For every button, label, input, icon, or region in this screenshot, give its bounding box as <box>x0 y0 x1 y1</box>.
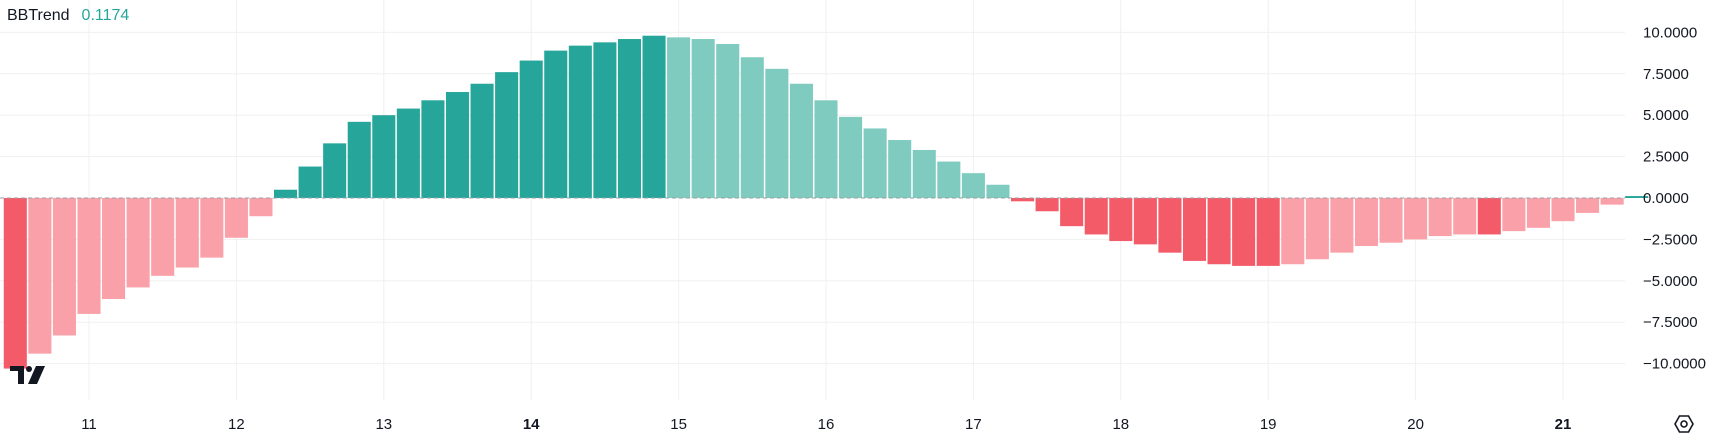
y-tick-label: 7.5000 <box>1643 66 1689 83</box>
x-axis: 11 12 13 14 15 16 17 18 19 20 21 <box>81 416 1571 433</box>
bar <box>1232 198 1256 266</box>
bar <box>789 83 813 198</box>
x-tick-label: 17 <box>965 416 982 433</box>
bar <box>568 45 592 199</box>
y-axis: 10.0000 7.5000 5.0000 2.5000 0.0000 −2.5000 −5… <box>1643 24 1706 372</box>
x-tick-label: 19 <box>1260 416 1277 433</box>
x-tick-label: 21 <box>1555 416 1572 433</box>
bar <box>52 198 76 336</box>
y-tick-label: 0.0000 <box>1643 190 1689 207</box>
bar <box>1625 196 1649 198</box>
x-tick-label: 20 <box>1407 416 1424 433</box>
bar <box>1158 198 1182 253</box>
bar <box>814 100 838 198</box>
x-tick-label: 18 <box>1112 416 1129 433</box>
bar <box>396 108 420 198</box>
x-tick-label: 13 <box>375 416 392 433</box>
bar <box>1182 198 1207 261</box>
bar <box>863 128 887 198</box>
bar <box>740 57 764 198</box>
bar <box>1305 198 1329 260</box>
tradingview-logo-icon[interactable] <box>10 366 45 384</box>
bar <box>937 161 961 198</box>
bar <box>839 116 863 198</box>
bar <box>1428 198 1452 237</box>
bar <box>1453 198 1477 235</box>
y-tick-label: −2.5000 <box>1643 231 1698 248</box>
y-tick-label: 5.0000 <box>1643 107 1689 124</box>
bar <box>986 184 1010 198</box>
bar <box>445 92 470 198</box>
bar <box>347 121 371 198</box>
bar <box>1379 198 1403 243</box>
bar <box>1354 198 1378 247</box>
y-tick-label: −10.0000 <box>1643 356 1706 373</box>
bar <box>470 83 494 198</box>
settings-gear-icon[interactable] <box>1674 415 1694 433</box>
bar <box>1207 198 1231 265</box>
bar <box>593 42 617 198</box>
bar <box>1084 198 1108 235</box>
x-tick-label: 11 <box>81 416 97 433</box>
bar <box>1502 198 1526 232</box>
bar <box>495 72 519 198</box>
bar <box>421 100 445 198</box>
bar <box>274 189 298 198</box>
bar <box>544 50 568 199</box>
x-tick-label: 16 <box>818 416 835 433</box>
bar <box>249 198 273 217</box>
bar <box>519 60 543 198</box>
bar <box>617 39 641 198</box>
bar <box>888 140 912 198</box>
bar <box>224 198 248 238</box>
y-tick-label: 2.5000 <box>1643 149 1689 166</box>
bar <box>1011 198 1035 202</box>
bar <box>1035 198 1059 212</box>
bar <box>151 198 175 276</box>
y-tick-label: 10.0000 <box>1643 24 1697 41</box>
bar <box>961 173 985 198</box>
indicator-name: BBTrend <box>7 7 70 24</box>
bar <box>1600 198 1624 205</box>
bar <box>1330 198 1354 253</box>
x-tick-label: 12 <box>228 416 245 433</box>
bar <box>1477 198 1501 235</box>
bar <box>28 198 52 354</box>
bar <box>642 35 666 198</box>
bar <box>175 198 199 268</box>
bar <box>1576 198 1600 213</box>
x-tick-label: 15 <box>670 416 687 433</box>
indicator-legend[interactable]: BBTrend 0.1174 <box>7 7 129 25</box>
bar <box>1526 198 1550 228</box>
bar <box>77 198 101 314</box>
bar <box>1281 198 1305 265</box>
bar <box>1551 198 1575 222</box>
indicator-value: 0.1174 <box>81 7 130 24</box>
bars-group <box>3 35 1649 369</box>
y-tick-label: −5.0000 <box>1643 273 1698 290</box>
bar <box>1109 198 1133 242</box>
bar <box>372 115 396 198</box>
bar <box>912 149 936 198</box>
bar <box>667 37 691 199</box>
x-tick-label: 14 <box>523 416 540 433</box>
y-tick-label: −7.5000 <box>1643 314 1698 331</box>
bar <box>1256 198 1280 266</box>
bar <box>691 39 715 198</box>
bar <box>200 198 224 258</box>
bar <box>126 198 150 288</box>
bar <box>1133 198 1157 245</box>
bar <box>1404 198 1428 240</box>
bar <box>3 198 27 369</box>
bar <box>323 143 347 198</box>
bar <box>298 166 322 198</box>
bar <box>716 43 740 198</box>
bar <box>765 68 789 198</box>
bar <box>102 198 126 300</box>
bar <box>1060 198 1084 227</box>
